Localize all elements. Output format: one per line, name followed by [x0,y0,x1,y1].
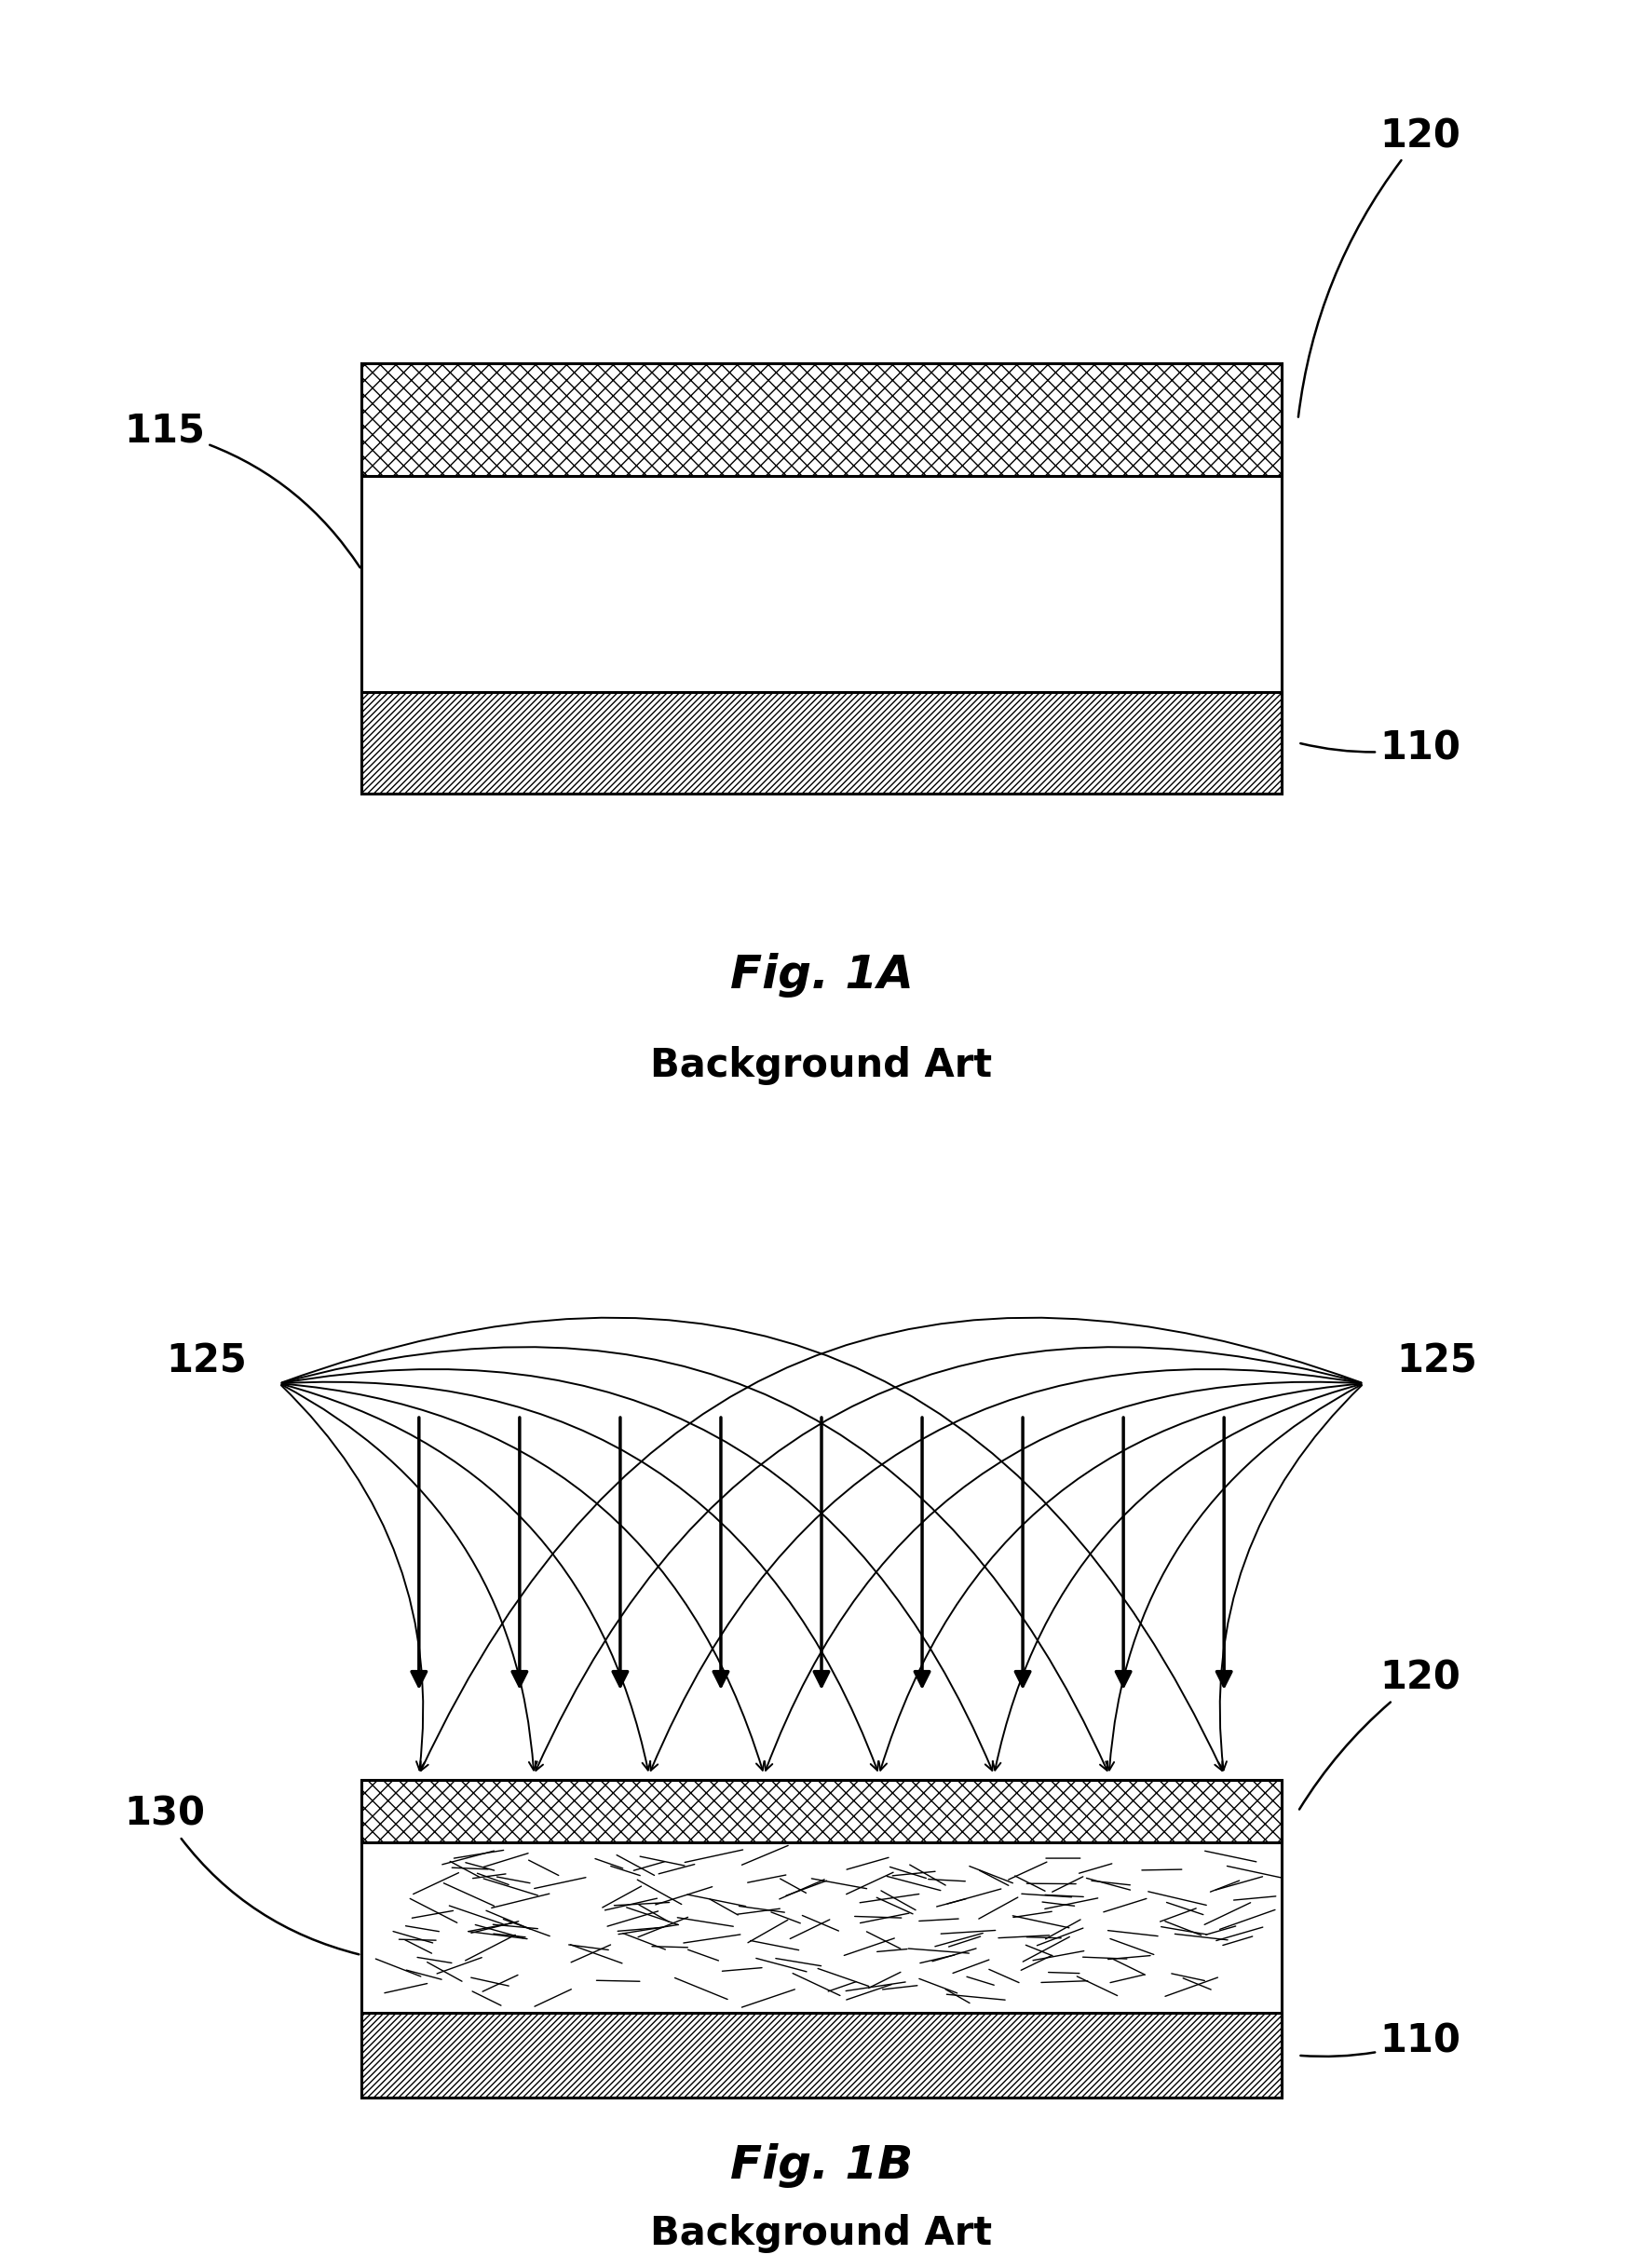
Text: 130: 130 [123,1794,358,1955]
FancyArrowPatch shape [281,1318,1222,1771]
FancyArrowPatch shape [1219,1386,1362,1769]
Bar [361,363,1282,794]
Text: Fig. 1B: Fig. 1B [729,2143,914,2189]
Bar [361,692,1282,794]
FancyArrowPatch shape [281,1386,537,1769]
FancyArrowPatch shape [1106,1386,1362,1769]
FancyArrowPatch shape [281,1386,424,1769]
FancyArrowPatch shape [764,1381,1360,1771]
Text: 115: 115 [123,411,360,567]
Text: 110: 110 [1301,2021,1461,2062]
Text: 125: 125 [166,1340,246,1381]
Text: 125: 125 [1397,1340,1477,1381]
Text: 110: 110 [1301,728,1461,769]
Text: Background Art: Background Art [651,1046,992,1086]
Bar [361,1780,1282,2098]
FancyArrowPatch shape [283,1370,992,1771]
Bar [361,2014,1282,2098]
FancyArrowPatch shape [283,1347,1107,1771]
FancyArrowPatch shape [992,1383,1360,1771]
Text: Fig. 1A: Fig. 1A [729,953,914,998]
FancyArrowPatch shape [879,1383,1360,1771]
Text: 120: 120 [1300,1658,1461,1810]
Bar [361,1780,1282,1842]
FancyArrowPatch shape [421,1318,1362,1771]
Text: Background Art: Background Art [651,2214,992,2254]
FancyArrowPatch shape [283,1383,764,1771]
Text: 120: 120 [1298,116,1461,417]
Bar [361,363,1282,476]
FancyArrowPatch shape [283,1383,651,1771]
FancyArrowPatch shape [536,1347,1360,1771]
FancyArrowPatch shape [651,1370,1360,1771]
FancyArrowPatch shape [283,1381,879,1771]
